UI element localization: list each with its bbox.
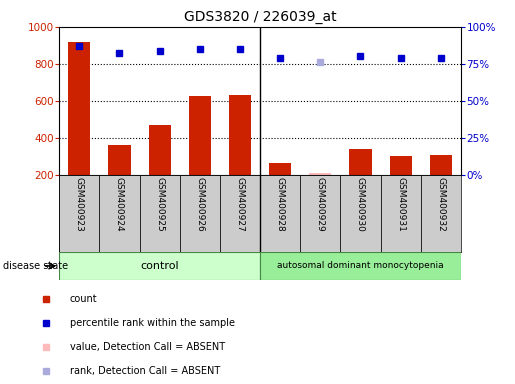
Bar bbox=[140, 175, 180, 252]
Text: GSM400932: GSM400932 bbox=[436, 177, 445, 232]
Text: GSM400929: GSM400929 bbox=[316, 177, 325, 232]
Bar bbox=[59, 252, 260, 280]
Text: value, Detection Call = ABSENT: value, Detection Call = ABSENT bbox=[70, 342, 225, 352]
Text: GSM400927: GSM400927 bbox=[235, 177, 245, 232]
Text: GSM400924: GSM400924 bbox=[115, 177, 124, 232]
Bar bbox=[180, 175, 220, 252]
Bar bbox=[229, 95, 251, 175]
Bar bbox=[149, 125, 170, 175]
Text: GSM400925: GSM400925 bbox=[155, 177, 164, 232]
Bar bbox=[220, 175, 260, 252]
Bar bbox=[390, 156, 411, 175]
Bar bbox=[340, 175, 381, 252]
Bar bbox=[310, 173, 331, 175]
Text: GSM400926: GSM400926 bbox=[195, 177, 204, 232]
Bar bbox=[260, 175, 300, 252]
Bar bbox=[269, 163, 291, 175]
Bar bbox=[350, 149, 371, 175]
Text: GSM400928: GSM400928 bbox=[276, 177, 285, 232]
Bar bbox=[109, 145, 130, 175]
Text: GSM400923: GSM400923 bbox=[75, 177, 84, 232]
Bar bbox=[421, 175, 461, 252]
Text: disease state: disease state bbox=[3, 261, 67, 271]
Text: GSM400930: GSM400930 bbox=[356, 177, 365, 232]
Bar bbox=[381, 175, 421, 252]
Text: control: control bbox=[140, 261, 179, 271]
Text: count: count bbox=[70, 294, 97, 304]
Bar bbox=[99, 175, 140, 252]
Bar bbox=[189, 96, 211, 175]
Text: autosomal dominant monocytopenia: autosomal dominant monocytopenia bbox=[277, 262, 444, 270]
Bar bbox=[59, 175, 99, 252]
Title: GDS3820 / 226039_at: GDS3820 / 226039_at bbox=[184, 10, 336, 25]
Bar bbox=[430, 155, 452, 175]
Bar bbox=[300, 175, 340, 252]
Text: percentile rank within the sample: percentile rank within the sample bbox=[70, 318, 234, 328]
Text: rank, Detection Call = ABSENT: rank, Detection Call = ABSENT bbox=[70, 366, 220, 376]
Bar bbox=[68, 42, 90, 175]
Bar bbox=[260, 252, 461, 280]
Text: GSM400931: GSM400931 bbox=[396, 177, 405, 232]
